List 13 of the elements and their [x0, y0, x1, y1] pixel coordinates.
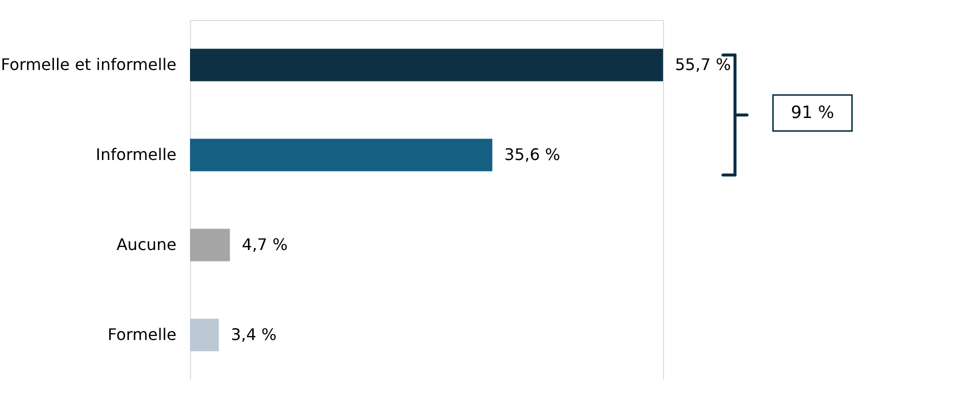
y-tick-label: Informelle: [96, 145, 176, 164]
data-label: 55,7 %: [675, 55, 731, 74]
bar: [190, 138, 492, 172]
y-tick-label: Formelle et informelle: [0, 55, 176, 74]
text: 91 %: [790, 103, 834, 123]
data-label: 35,6 %: [504, 145, 560, 164]
data-label: 4,7 %: [242, 235, 288, 254]
bar: [190, 318, 219, 352]
y-tick-label: Formelle: [108, 325, 176, 344]
bar: [190, 48, 663, 82]
data-label: 3,4 %: [230, 325, 277, 344]
y-tick-label: Aucune: [116, 235, 176, 254]
bar: [190, 228, 230, 262]
